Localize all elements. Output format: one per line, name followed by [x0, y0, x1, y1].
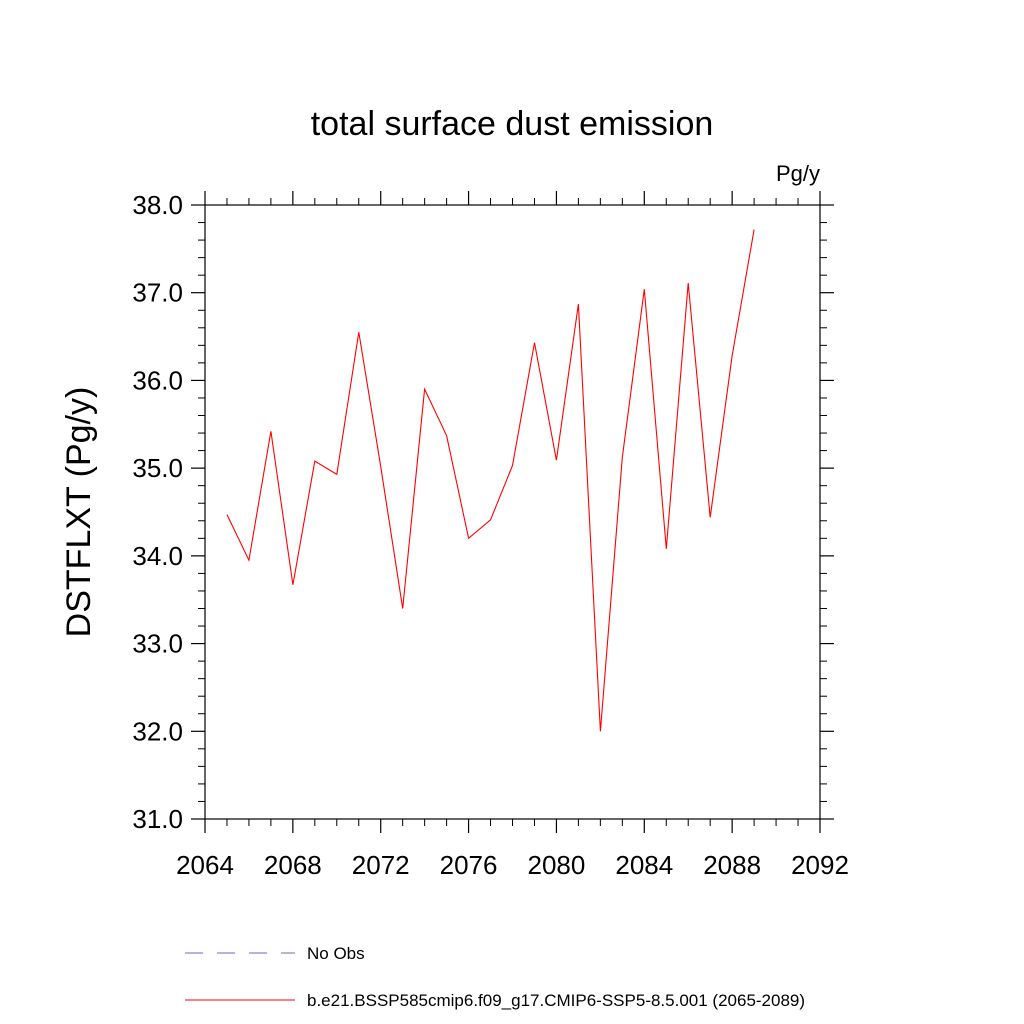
series-layer — [226, 229, 755, 732]
plot-frame — [204, 204, 821, 820]
units-label: Pg/y — [776, 161, 820, 186]
legend-label-series: b.e21.BSSP585cmip6.f09_g17.CMIP6-SSP5-8.… — [307, 991, 805, 1010]
chart-title: total surface dust emission — [311, 105, 714, 143]
y-tick-label: 31.0 — [132, 804, 183, 834]
y-tick-label: 33.0 — [132, 629, 183, 659]
legend: No Obs b.e21.BSSP585cmip6.f09_g17.CMIP6-… — [185, 944, 805, 1010]
y-tick-label: 36.0 — [132, 365, 183, 395]
plot-area: 2064 2068 2072 2076 2080 2084 2088 2092 31.0 32.0… — [132, 190, 849, 880]
y-tick-label: 38.0 — [132, 190, 183, 220]
axis-ticks — [191, 191, 834, 833]
y-tick-label: 34.0 — [132, 541, 183, 571]
axis-tick-labels: 2064 2068 2072 2076 2080 2084 2088 2092 31.0 32.0… — [132, 190, 849, 880]
x-tick-label: 2064 — [176, 850, 234, 880]
x-tick-label: 2068 — [264, 850, 322, 880]
x-tick-label: 2072 — [352, 850, 410, 880]
x-tick-label: 2084 — [615, 850, 673, 880]
x-tick-label: 2088 — [703, 850, 761, 880]
legend-label-no-obs: No Obs — [307, 944, 365, 963]
x-tick-label: 2092 — [791, 850, 849, 880]
y-tick-label: 35.0 — [132, 453, 183, 483]
x-tick-label: 2080 — [528, 850, 586, 880]
series-line — [226, 229, 755, 732]
y-tick-label: 37.0 — [132, 278, 183, 308]
y-tick-label: 32.0 — [132, 716, 183, 746]
y-axis-label: DSTFLXT (Pg/y) — [60, 387, 98, 638]
x-tick-label: 2076 — [440, 850, 498, 880]
